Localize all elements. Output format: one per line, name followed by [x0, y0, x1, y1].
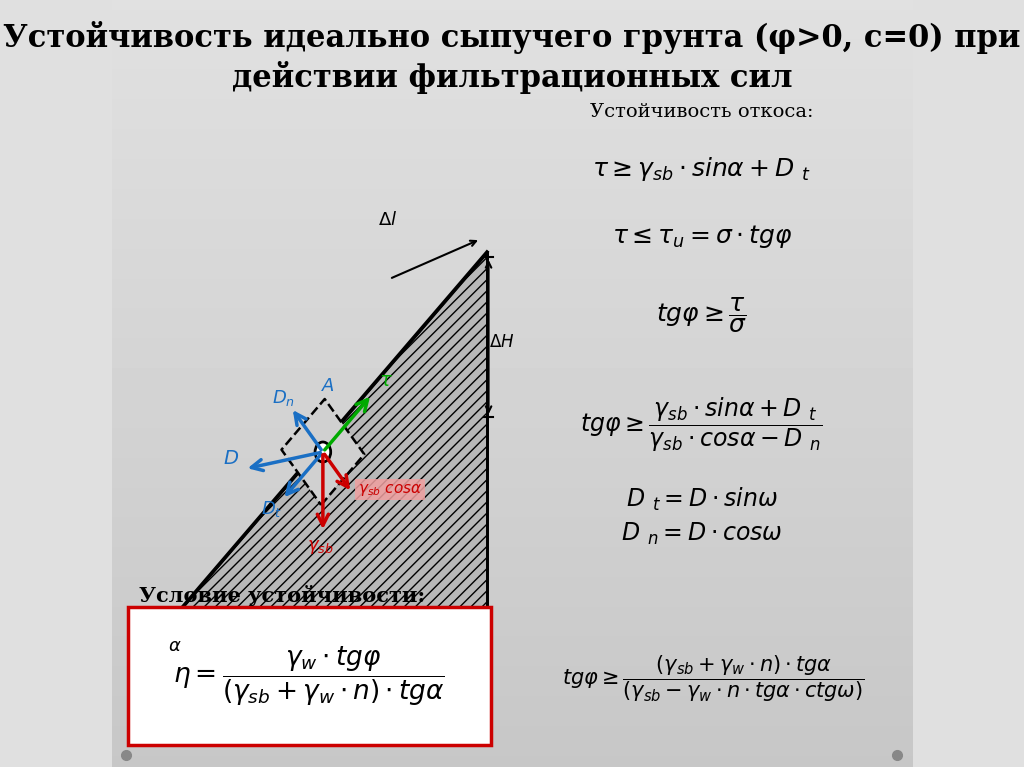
Text: $\tau \geq \gamma_{sb} \cdot sin\alpha + D\ _{t}$: $\tau \geq \gamma_{sb} \cdot sin\alpha +…: [592, 155, 811, 183]
Text: $D$: $D$: [223, 449, 239, 468]
Text: $D\ _{n} = D \cdot cos\omega$: $D\ _{n} = D \cdot cos\omega$: [621, 521, 782, 547]
Text: $\Delta l$: $\Delta l$: [378, 211, 397, 229]
Text: Условие устойчивости:: Условие устойчивости:: [139, 584, 425, 605]
Polygon shape: [282, 399, 365, 505]
Circle shape: [315, 442, 331, 462]
Text: $\gamma_{sb}\ cos\alpha$: $\gamma_{sb}\ cos\alpha$: [358, 482, 423, 498]
Text: Устойчивость откоса:: Устойчивость откоса:: [590, 103, 814, 121]
Text: Устойчивость идеально сыпучего грунта (φ>0, c=0) при: Устойчивость идеально сыпучего грунта (φ…: [3, 21, 1021, 54]
Text: $\tau \leq \tau_u = \sigma \cdot tg\varphi$: $\tau \leq \tau_u = \sigma \cdot tg\varp…: [611, 223, 793, 251]
Text: $tg\varphi \geq \dfrac{\gamma_{sb} \cdot sin\alpha + D\ _{t}}{\gamma_{sb} \cdot : $tg\varphi \geq \dfrac{\gamma_{sb} \cdot…: [581, 396, 823, 454]
Text: $tg\varphi \geq \dfrac{\tau}{\sigma}$: $tg\varphi \geq \dfrac{\tau}{\sigma}$: [656, 295, 748, 335]
Text: $\tau$: $\tau$: [379, 371, 392, 390]
Polygon shape: [135, 252, 487, 662]
Text: $\gamma_{sb}$: $\gamma_{sb}$: [307, 538, 334, 556]
Text: $tg\varphi \geq \dfrac{(\gamma_{sb}+\gamma_w \cdot n) \cdot tg\alpha}{(\gamma_{s: $tg\varphi \geq \dfrac{(\gamma_{sb}+\gam…: [562, 653, 865, 704]
Text: $D_n$: $D_n$: [271, 388, 295, 408]
Text: $D_t$: $D_t$: [261, 499, 282, 519]
FancyBboxPatch shape: [128, 607, 490, 745]
Text: $A$: $A$: [322, 377, 335, 395]
Text: $\eta = \dfrac{\gamma_w \cdot tg\varphi}{(\gamma_{sb}+\gamma_w \cdot n) \cdot tg: $\eta = \dfrac{\gamma_w \cdot tg\varphi}…: [173, 644, 445, 708]
Text: $D\ _{t} = D \cdot sin\omega$: $D\ _{t} = D \cdot sin\omega$: [626, 486, 778, 512]
Text: $\alpha$: $\alpha$: [168, 637, 182, 655]
Text: действии фильтрационных сил: действии фильтрационных сил: [231, 61, 793, 94]
Text: $\Delta H$: $\Delta H$: [489, 333, 515, 351]
